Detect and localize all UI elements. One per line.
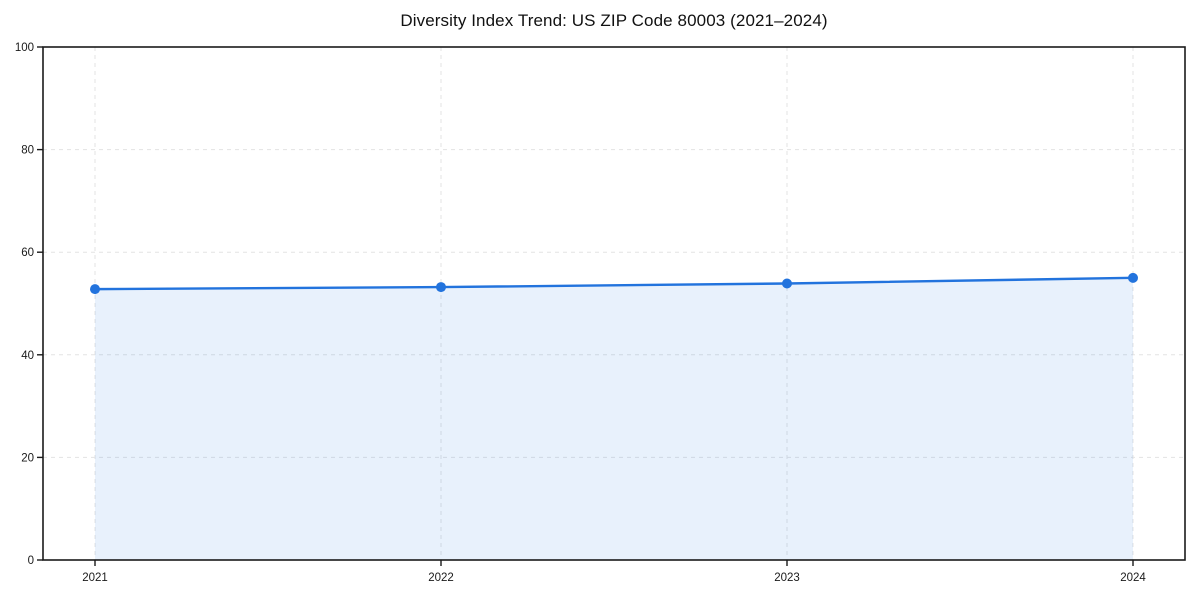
data-point: [90, 284, 100, 295]
y-tick-label: 60: [21, 247, 34, 259]
y-tick-label: 100: [15, 42, 34, 54]
axis-frame: [42, 46, 1186, 561]
x-tick-label: 2022: [428, 572, 454, 584]
y-tick-label: 0: [28, 555, 34, 567]
data-point: [782, 278, 792, 289]
data-point: [436, 282, 446, 293]
y-tick-label: 40: [21, 350, 34, 362]
x-tick-label: 2021: [82, 572, 108, 584]
area-fill: [95, 277, 1133, 560]
x-tick-label: 2023: [774, 572, 800, 584]
chart-title: Diversity Index Trend: US ZIP Code 80003…: [400, 11, 828, 30]
trend-line: [93, 276, 1135, 291]
data-point: [1128, 272, 1138, 283]
y-tick-label: 20: [21, 452, 34, 464]
y-tick-label: 80: [21, 145, 34, 157]
x-tick-label: 2024: [1120, 572, 1146, 584]
